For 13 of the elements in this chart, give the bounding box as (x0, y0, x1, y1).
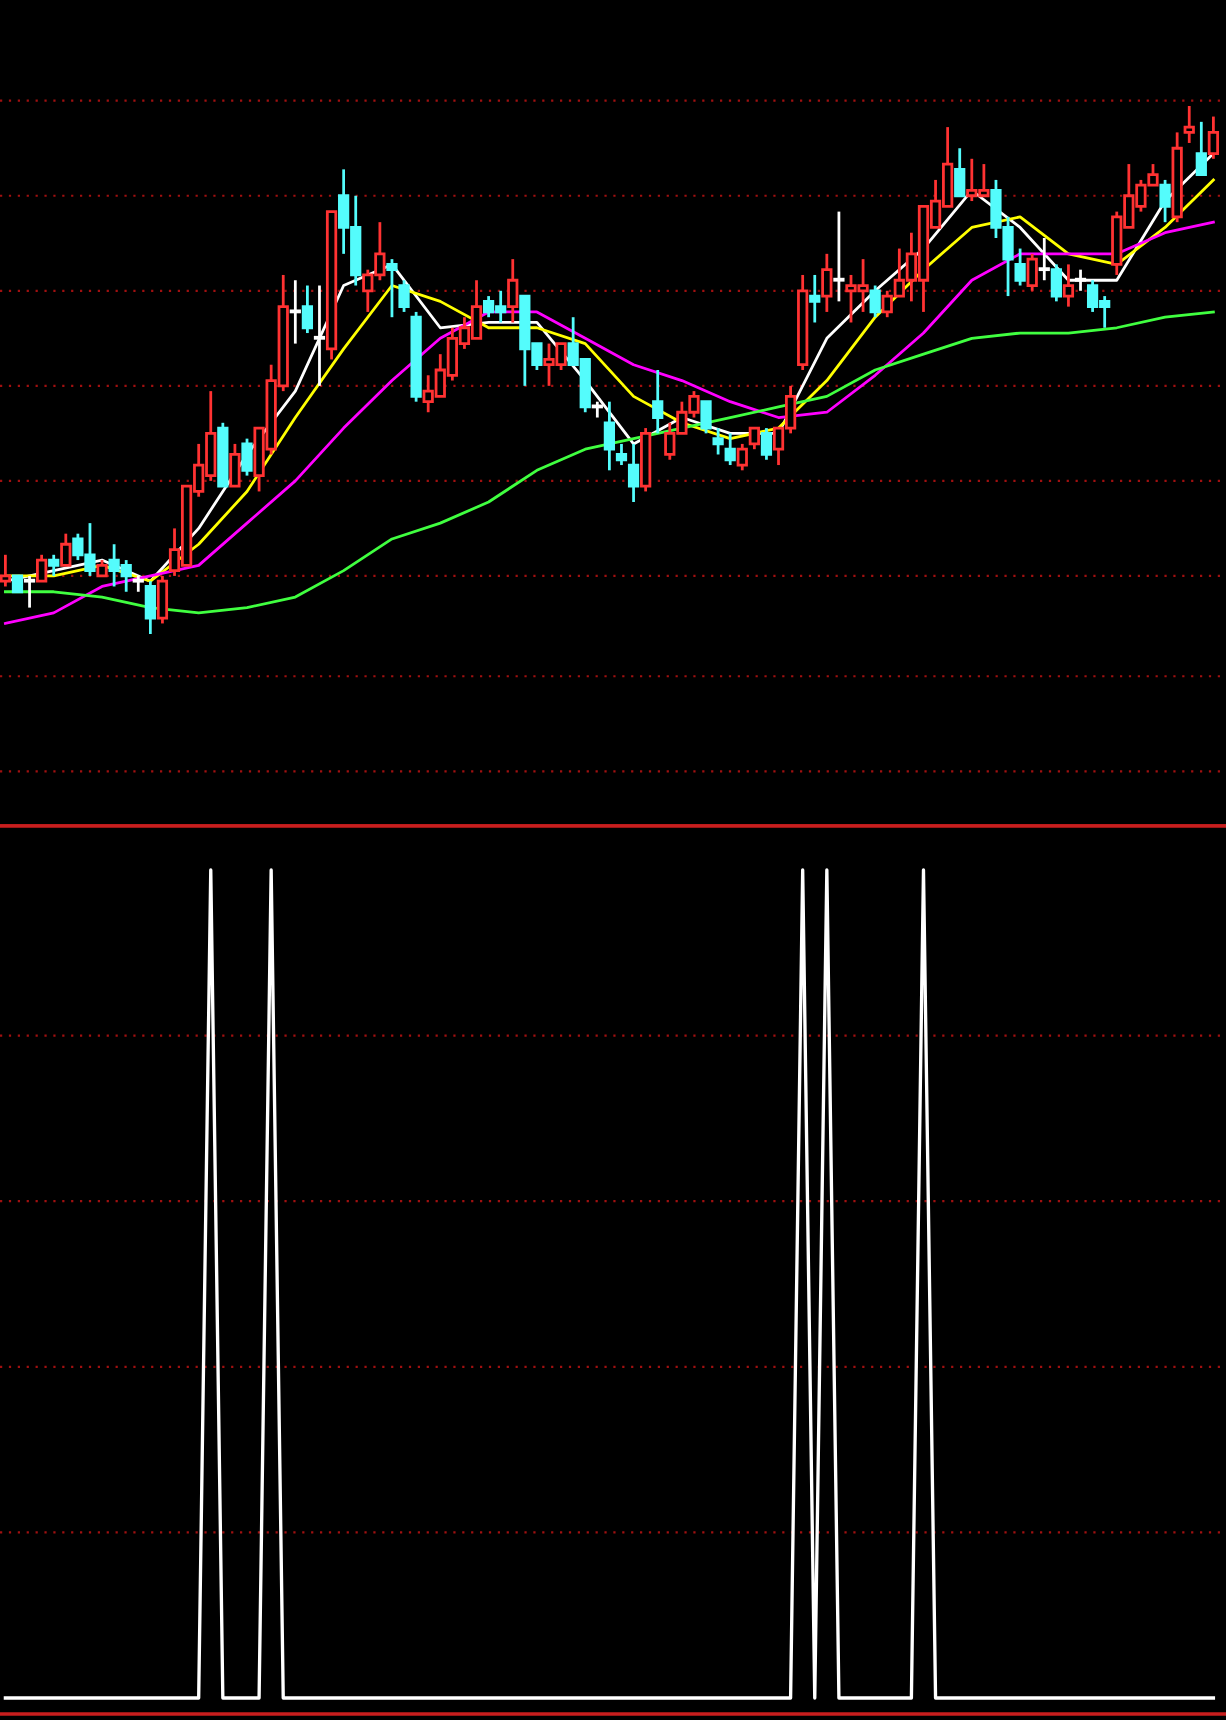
candlestick (1038, 236, 1050, 282)
candlestick (652, 368, 664, 435)
candlestick (603, 400, 616, 472)
candlestick (712, 426, 724, 456)
candlestick (507, 257, 519, 324)
candlestick (289, 278, 301, 345)
candlestick (809, 273, 821, 324)
candlestick (833, 210, 845, 303)
candlestick (1062, 263, 1075, 309)
candlestick (821, 252, 833, 314)
candlestick (1183, 104, 1195, 145)
candlestick (313, 284, 326, 388)
candlestick (627, 442, 640, 504)
